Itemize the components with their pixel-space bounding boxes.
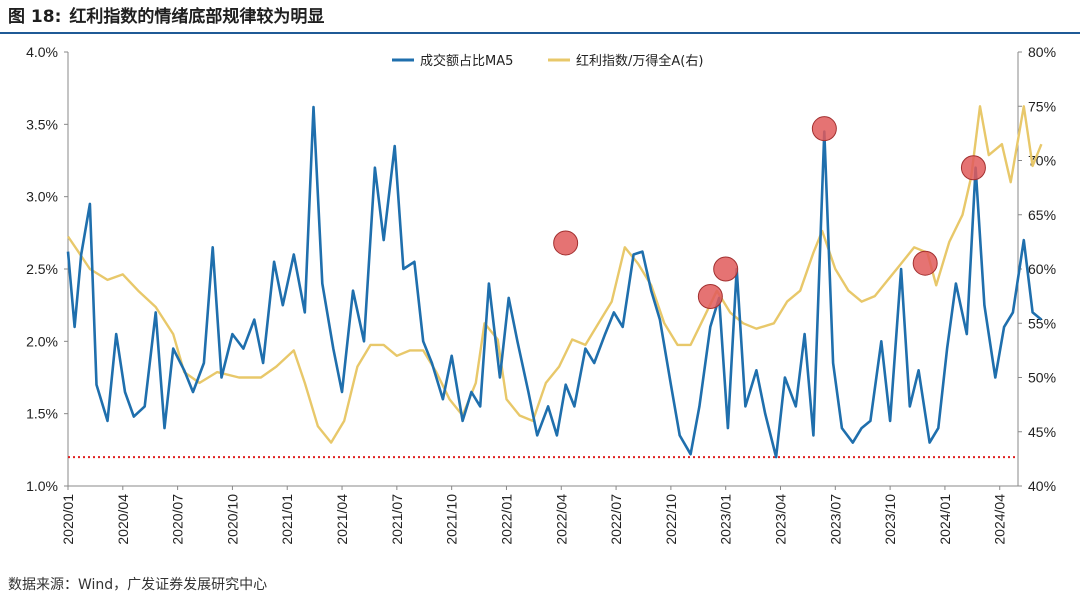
x-tick-label: 2023/10 [882, 494, 898, 545]
x-tick-label: 2021/04 [334, 494, 350, 545]
legend-label: 成交额占比MA5 [420, 53, 513, 69]
highlight-marker [912, 250, 938, 276]
source-note: 数据来源：Wind，广发证券发展研究中心 [8, 577, 268, 593]
title-rule [0, 32, 1080, 34]
x-tick-label: 2020/07 [170, 494, 186, 545]
x-tick-label: 2022/07 [608, 494, 624, 545]
right-tick-label: 55% [1028, 315, 1056, 331]
right-tick-label: 80% [1028, 44, 1056, 60]
right-tick-label: 70% [1028, 153, 1056, 169]
highlight-marker [960, 155, 986, 181]
left-tick-label: 3.0% [26, 189, 58, 205]
axes-layer: 1.0% 1.5% 2.0% 2.5% 3.0% 3.5% 4.0% 40% 45% 50% 55%… [26, 44, 1056, 545]
right-tick-label: 50% [1028, 370, 1056, 386]
x-tick-label: 2021/01 [279, 494, 295, 545]
x-tick-label: 2022/10 [663, 494, 679, 545]
chart-svg: 1.0% 1.5% 2.0% 2.5% 3.0% 3.5% 4.0% 40% 45% 50% 55%… [26, 44, 1056, 545]
series-layer [66, 105, 1043, 459]
right-tick-label: 60% [1028, 261, 1056, 277]
highlight-marker [811, 116, 837, 142]
left-tick-label: 4.0% [26, 44, 58, 60]
x-tick-label: 2020/04 [115, 494, 131, 545]
x-tick-label: 2024/01 [937, 494, 953, 545]
left-tick-label: 1.0% [26, 478, 58, 494]
x-tick-label: 2024/04 [992, 494, 1008, 545]
x-tick-label: 2021/10 [444, 494, 460, 545]
figure-title-text: 红利指数的情绪底部规律较为明显 [69, 7, 325, 27]
x-tick-label: 2023/07 [827, 494, 843, 545]
left-tick-label: 2.0% [26, 333, 58, 349]
left-tick-label: 3.5% [26, 116, 58, 132]
figure-label: 图 18: [8, 7, 62, 27]
x-tick-label: 2021/07 [389, 494, 405, 545]
highlight-marker [553, 230, 579, 256]
left-tick-label: 1.5% [26, 406, 58, 422]
series-line-dividend-index-ratio [67, 105, 1043, 444]
x-tick-label: 2020/10 [224, 494, 240, 545]
series-line-turnover-ratio [66, 105, 1043, 459]
legend: 成交额占比MA5 红利指数/万得全A(右) [392, 53, 703, 69]
right-tick-label: 40% [1028, 478, 1056, 494]
highlight-marker [697, 283, 723, 309]
x-tick-label: 2023/04 [773, 494, 789, 545]
right-tick-label: 65% [1028, 207, 1056, 223]
x-tick-label: 2020/01 [60, 494, 76, 545]
left-tick-label: 2.5% [26, 261, 58, 277]
x-tick-label: 2022/01 [498, 494, 514, 545]
marker-layer [553, 116, 986, 309]
legend-label: 红利指数/万得全A(右) [576, 53, 703, 69]
x-tick-label: 2023/01 [718, 494, 734, 545]
figure-title: 图 18: 红利指数的情绪底部规律较为明显 [8, 4, 1072, 34]
right-tick-label: 45% [1028, 424, 1056, 440]
highlight-marker [713, 256, 739, 282]
x-tick-label: 2022/04 [553, 494, 569, 545]
right-tick-label: 75% [1028, 98, 1056, 114]
